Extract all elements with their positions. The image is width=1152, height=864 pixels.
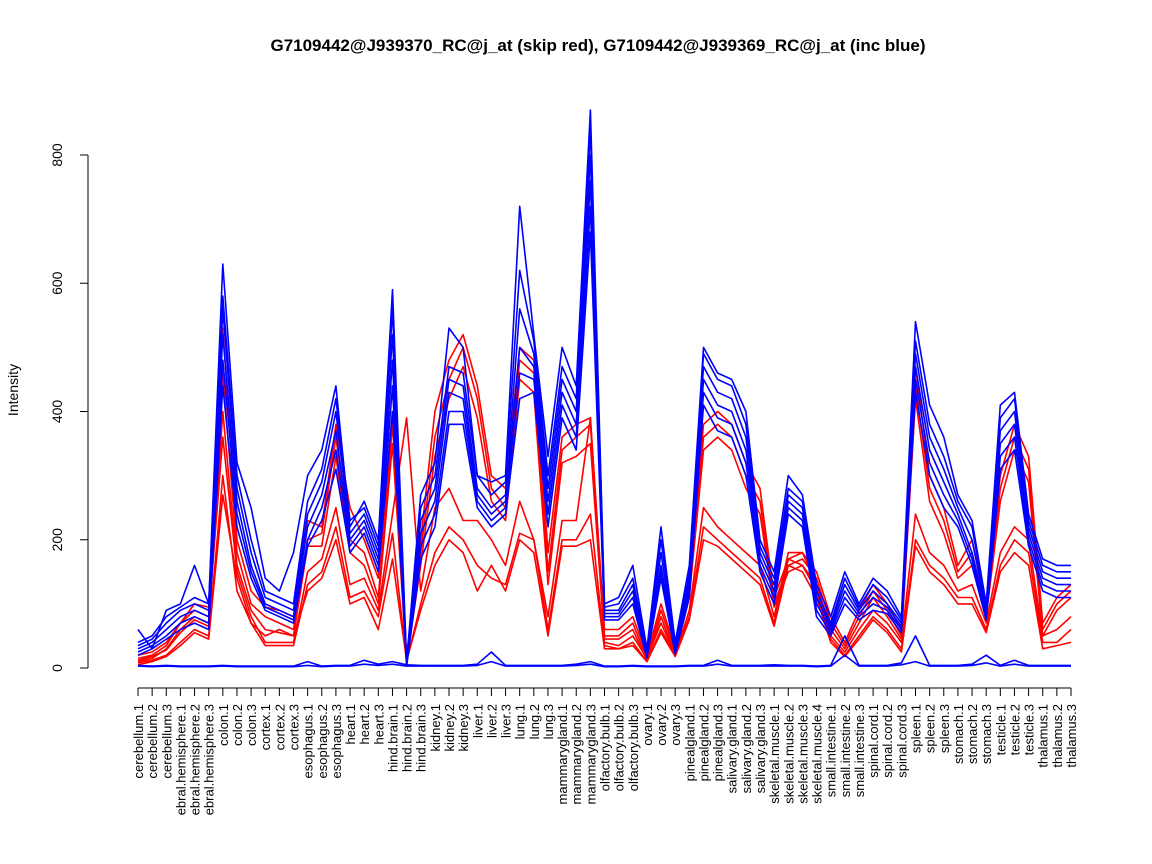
x-tick-label: mammarygland.3	[583, 704, 598, 804]
x-tick-label: esophagus.3	[329, 704, 344, 778]
y-tick-label: 200	[49, 528, 65, 552]
x-tick-label: cerebellum.3	[159, 704, 174, 778]
x-tick-label: spleen.3	[937, 704, 952, 753]
x-tick-label: pinealgland.2	[696, 704, 711, 781]
x-tick-label: lung.3	[541, 704, 556, 739]
y-tick-label: 600	[49, 271, 65, 295]
x-tick-label: spinal.cord.3	[894, 704, 909, 778]
x-tick-label: cortex.3	[287, 704, 302, 750]
x-tick-label: kidney.1	[428, 704, 443, 751]
series-line-10	[137, 179, 1071, 666]
x-tick-label: skeletal.muscle.3	[795, 704, 810, 804]
x-tick-label: heart.1	[343, 704, 358, 744]
x-tick-label: olfactory.bulb.1	[598, 704, 613, 791]
y-axis-label: Intensity	[5, 364, 21, 416]
x-tick-label: salivary.gland.1	[725, 704, 740, 793]
x-tick-label: spinal.cord.2	[880, 704, 895, 778]
x-tick-label: liver.3	[499, 704, 514, 738]
x-tick-label: liver.2	[484, 704, 499, 738]
x-tick-label: small.intestine.3	[852, 704, 867, 797]
y-axis: 0 200 400 600 800	[49, 143, 89, 672]
y-tick-label: 800	[49, 143, 65, 167]
x-tick-label: pinealgland.3	[711, 704, 726, 781]
x-tick-label: thalamus.3	[1064, 704, 1079, 768]
x-axis: cerebellum.1 cerebellum.2 cerebellum.3 ebra…	[131, 687, 1079, 815]
x-tick-label: ebral.hemisphere.2	[188, 704, 203, 815]
series-line-6	[137, 494, 1072, 666]
x-tick-label: olfactory.bulb.3	[626, 704, 641, 791]
x-tick-label: hind.brain.2	[400, 704, 415, 772]
x-tick-label: mammarygland.1	[555, 704, 570, 804]
x-tick-label: ovary.3	[668, 704, 683, 746]
x-tick-label: kidney.2	[442, 704, 457, 751]
series-line-8	[137, 128, 1071, 664]
x-tick-label: esophagus.2	[315, 704, 330, 778]
x-tick-label: skeletal.muscle.2	[781, 704, 796, 804]
x-tick-label: hind.brain.1	[385, 704, 400, 772]
x-tick-label: heart.3	[371, 704, 386, 744]
x-tick-label: cerebellum.2	[145, 704, 160, 778]
x-tick-label: small.intestine.2	[838, 704, 853, 797]
x-tick-label: colon.1	[216, 704, 231, 746]
series-line-7	[137, 109, 1071, 663]
x-tick-label: spinal.cord.1	[866, 704, 881, 778]
x-tick-label: hind.brain.3	[414, 704, 429, 772]
chart-title: G7109442@J939370_RC@j_at (skip red), G71…	[270, 36, 925, 55]
x-tick-label: olfactory.bulb.2	[612, 704, 627, 791]
x-tick-label: spleen.1	[909, 704, 924, 753]
x-tick-label: pinealgland.1	[682, 704, 697, 781]
x-tick-label: testicle.3	[1022, 704, 1037, 755]
x-tick-label: salivary.gland.2	[739, 704, 754, 793]
x-tick-label: colon.2	[230, 704, 245, 746]
x-tick-label: stomach.2	[965, 704, 980, 764]
x-tick-label: ebral.hemisphere.3	[202, 704, 217, 815]
x-tick-label: cortex.2	[272, 704, 287, 750]
x-tick-label: cerebellum.1	[131, 704, 146, 778]
x-tick-label: stomach.3	[979, 704, 994, 764]
x-tick-label: thalamus.1	[1036, 704, 1051, 768]
x-tick-label: salivary.gland.3	[753, 704, 768, 793]
x-tick-label: skeletal.muscle.4	[810, 704, 825, 804]
x-tick-label: cortex.1	[258, 704, 273, 750]
y-tick-label: 0	[49, 664, 65, 672]
x-tick-label: esophagus.1	[301, 704, 316, 778]
series-line-12	[137, 231, 1071, 667]
x-tick-label: skeletal.muscle.1	[767, 704, 782, 804]
series-group	[137, 109, 1072, 668]
x-tick-label: ovary.1	[640, 704, 655, 746]
x-tick-label: colon.3	[244, 704, 259, 746]
series-line-14	[137, 654, 1071, 668]
x-tick-label: ovary.2	[654, 704, 669, 746]
x-tick-label: small.intestine.1	[824, 704, 839, 797]
x-tick-label: testicle.2	[1007, 704, 1022, 755]
x-tick-label: heart.2	[357, 704, 372, 744]
x-tick-label: liver.1	[470, 704, 485, 738]
x-tick-label: lung.1	[513, 704, 528, 739]
y-tick-label: 400	[49, 400, 65, 424]
x-tick-label: spleen.2	[923, 704, 938, 753]
x-tick-label: mammarygland.2	[569, 704, 584, 804]
x-tick-label: kidney.3	[456, 704, 471, 751]
x-tick-label: lung.2	[527, 704, 542, 739]
x-tick-label: stomach.1	[951, 704, 966, 764]
x-tick-label: ebral.hemisphere.1	[173, 704, 188, 815]
x-tick-label: thalamus.2	[1050, 704, 1065, 768]
x-tick-label: testicle.1	[993, 704, 1008, 755]
